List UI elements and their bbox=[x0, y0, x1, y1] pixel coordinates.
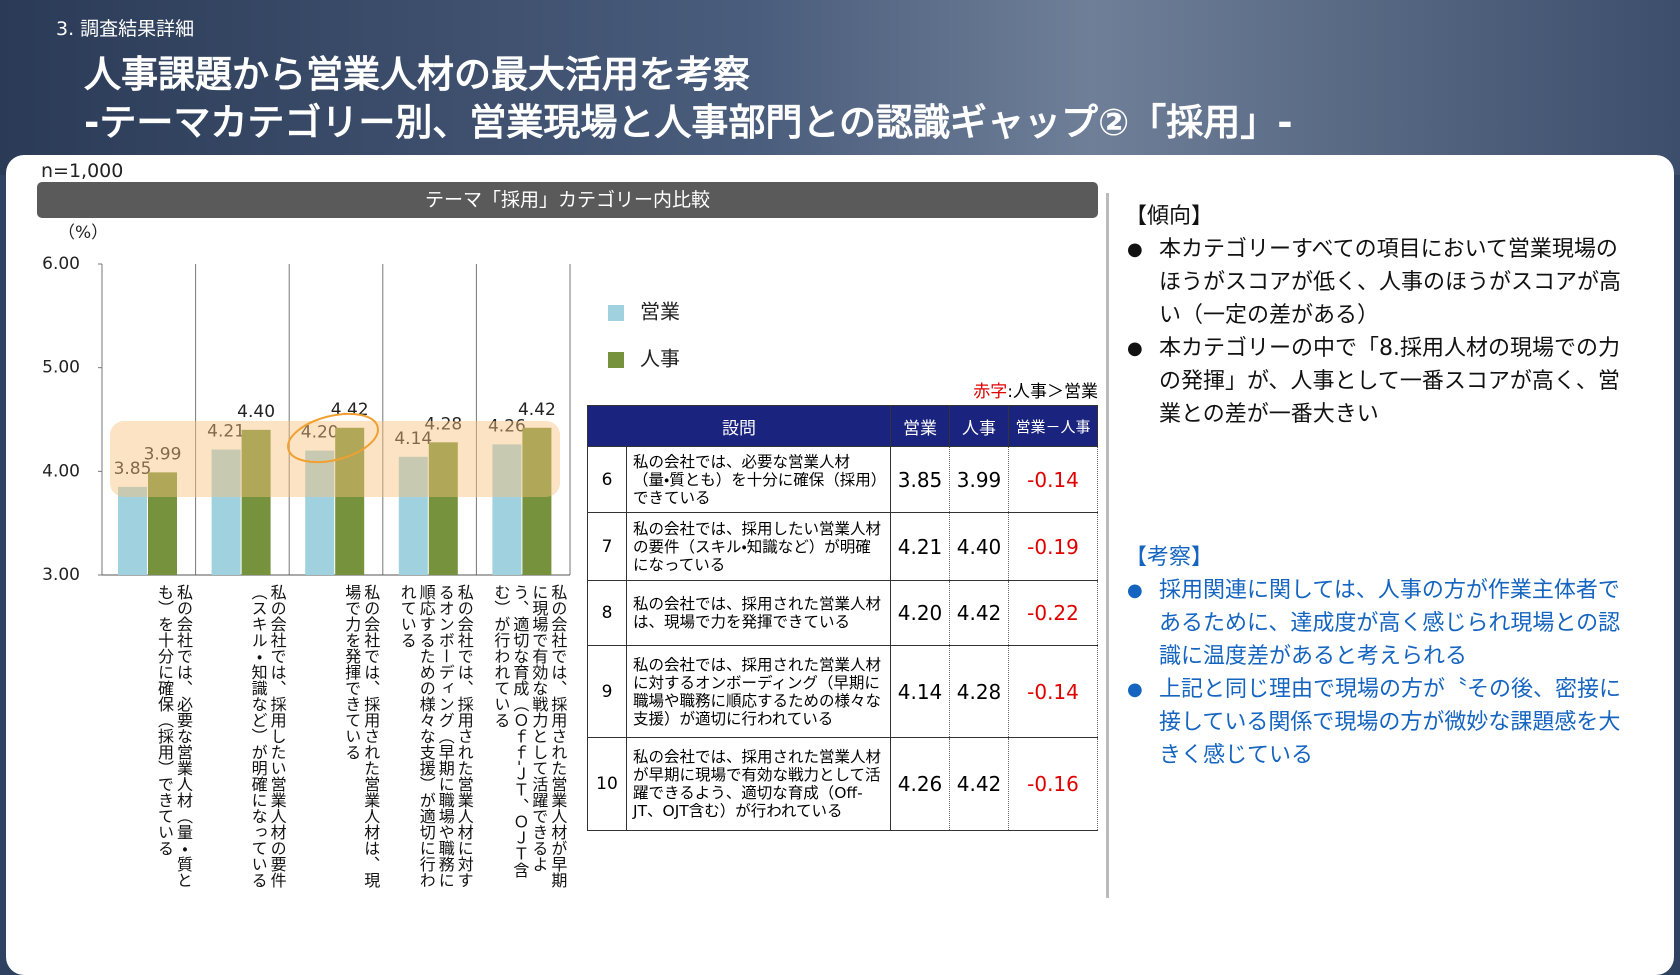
data-label: 4.14 bbox=[394, 429, 432, 449]
note-heading: 【傾向】 bbox=[1125, 204, 1214, 229]
data-label: 4.28 bbox=[424, 414, 462, 434]
bar bbox=[522, 427, 552, 575]
table-cell: 6 bbox=[587, 446, 627, 513]
y-tick-label: 4.00 bbox=[42, 461, 80, 481]
note-item: ● 採用関連に関しては、人事の方が作業主体者であるために、達成度が高く感じられ現場… bbox=[1125, 574, 1625, 673]
data-label: 3.99 bbox=[144, 444, 182, 464]
panel-title: テーマ「採用」カテゴリー内比較 bbox=[37, 182, 1098, 218]
legend-label: 人事 bbox=[640, 347, 680, 371]
header-cell: 人事 bbox=[949, 405, 1009, 447]
note-item: ● 本カテゴリーすべての項目において営業現場のほうがスコアが低く、人事のほうがスコ… bbox=[1125, 233, 1625, 332]
table-cell: 8 bbox=[587, 580, 627, 646]
note-text: 本カテゴリーの中で「8.採用人材の現場での力の発揮」が、人事として一番スコアが高… bbox=[1159, 336, 1620, 427]
chart: （%） 3.00 4.00 5.00 6.00 3.853.99 4.214.40 4.20… bbox=[42, 223, 680, 585]
header-cell: 営業－人事 bbox=[1008, 405, 1098, 447]
y-tick-label: 3.00 bbox=[42, 565, 80, 585]
highlight-ellipse bbox=[287, 412, 379, 464]
category-label: 私の会社では、必要な営業人材（量・質とも）を十分に確保（採用）できている bbox=[155, 584, 193, 888]
bar bbox=[428, 442, 458, 575]
table-note: 赤字:人事＞営業 bbox=[957, 377, 1098, 402]
table-cell: 4.42 bbox=[949, 580, 1009, 646]
category-label: 私の会社では、採用したい営業人材の要件（スキル・知識など）が明確になっている bbox=[248, 584, 287, 888]
bullet: ● bbox=[1127, 580, 1143, 601]
y-tick-label: 5.00 bbox=[42, 358, 80, 378]
table-cell: 4.40 bbox=[949, 512, 1009, 581]
note-text: 上記と同じ理由で現場の方が〝その後、密接に接している関係で現場の方が微妙な課題感… bbox=[1159, 677, 1622, 768]
legend-label: 営業 bbox=[640, 300, 680, 324]
data-label: 4.26 bbox=[488, 416, 526, 436]
table-cell: 3.99 bbox=[949, 446, 1009, 513]
note-rest: :人事＞営業 bbox=[1007, 382, 1098, 402]
question-table: 設問 営業 人事 営業－人事 6 私の会社では、必要な営業人材（量・質とも）を十分に確保（… bbox=[587, 405, 1098, 831]
category-label: 私の会社では、採用された営業人材は、現場で力を発揮できている bbox=[342, 584, 381, 888]
bullet: ● bbox=[1127, 239, 1143, 260]
table-cell: 私の会社では、採用された営業人材は、現場で力を発揮できている bbox=[626, 580, 891, 646]
table-cell: 3.85 bbox=[890, 446, 950, 513]
table-cell: 10 bbox=[587, 737, 627, 831]
table-cell: -0.16 bbox=[1008, 737, 1098, 831]
table-cell: 私の会社では、採用された営業人材が早期に現場で有効な戦力として活躍できるよう、適… bbox=[626, 737, 891, 831]
table-row: 7 私の会社では、採用したい営業人材の要件（スキル・知識など）が明確になっている 4… bbox=[587, 512, 1098, 581]
data-label: 4.21 bbox=[207, 422, 245, 442]
note-red: 赤字 bbox=[973, 382, 1008, 402]
sample-size: n=1,000 bbox=[41, 160, 124, 182]
bar bbox=[305, 450, 335, 575]
table-cell: 私の会社では、必要な営業人材（量・質とも）を十分に確保（採用）できている bbox=[626, 446, 891, 513]
y-axis-unit: （%） bbox=[58, 223, 108, 243]
header-background bbox=[0, 0, 1680, 175]
section-label: 3. 調査結果詳細 bbox=[56, 18, 195, 40]
note-item: ● 本カテゴリーの中で「8.採用人材の現場での力の発揮」が、人事として一番スコアが… bbox=[1125, 332, 1625, 431]
table-cell: 9 bbox=[587, 645, 627, 738]
table-cell: 4.20 bbox=[890, 580, 950, 646]
note-item: ● 上記と同じ理由で現場の方が〝その後、密接に接している関係で現場の方が微妙な課題… bbox=[1125, 673, 1625, 772]
data-label: 4.40 bbox=[237, 402, 275, 422]
table-row: 9 私の会社では、採用された営業人材に対するオンボーディング（早期に職場や職務に順… bbox=[587, 645, 1098, 738]
table-cell: 私の会社では、採用したい営業人材の要件（スキル・知識など）が明確になっている bbox=[626, 512, 891, 581]
table-cell: -0.14 bbox=[1008, 446, 1098, 513]
bullet: ● bbox=[1127, 338, 1143, 359]
bar bbox=[492, 444, 522, 575]
table-cell: 4.28 bbox=[949, 645, 1009, 738]
title: -テーマカテゴリー別、営業現場と人事部門との認識ギャップ②「採用」- bbox=[84, 101, 1293, 144]
table-row: 6 私の会社では、必要な営業人材（量・質とも）を十分に確保（採用）できている 3.8… bbox=[587, 446, 1098, 513]
table-cell: 4.26 bbox=[890, 737, 950, 831]
table-cell: -0.19 bbox=[1008, 512, 1098, 581]
title: 人事課題から営業人材の最大活用を考察 bbox=[84, 53, 750, 96]
data-label: 4.42 bbox=[331, 400, 369, 420]
bullet: ● bbox=[1127, 679, 1143, 700]
y-tick-label: 6.00 bbox=[42, 254, 80, 274]
table-cell: -0.22 bbox=[1008, 580, 1098, 646]
note-heading: 【考察】 bbox=[1125, 545, 1214, 570]
data-label: 3.85 bbox=[114, 459, 152, 479]
table-cell: 4.21 bbox=[890, 512, 950, 581]
note-text: 採用関連に関しては、人事の方が作業主体者であるために、達成度が高く感じられ現場と… bbox=[1159, 578, 1621, 669]
table-row: 10 私の会社では、採用された営業人材が早期に現場で有効な戦力として活躍できるよう… bbox=[587, 737, 1098, 831]
divider bbox=[1106, 193, 1109, 898]
category-label: 私の会社では、採用された営業人材が早期に現場で有効な戦力として活躍できるよう、適… bbox=[491, 584, 568, 888]
bar bbox=[241, 429, 271, 575]
bar bbox=[211, 449, 241, 575]
legend-swatch bbox=[608, 352, 624, 368]
table-header-row: 設問 営業 人事 営業－人事 bbox=[587, 405, 1098, 447]
table-cell: 4.42 bbox=[949, 737, 1009, 831]
table-cell: 4.14 bbox=[890, 645, 950, 738]
bar bbox=[148, 472, 177, 575]
table-cell: 私の会社では、採用された営業人材に対するオンボーディング（早期に職場や職務に順応… bbox=[626, 645, 891, 738]
data-label: 4.42 bbox=[518, 400, 556, 420]
note-text: 本カテゴリーすべての項目において営業現場のほうがスコアが低く、人事のほうがスコア… bbox=[1159, 237, 1622, 328]
header-cell: 設問 bbox=[587, 405, 891, 447]
note-block: 【考察】 ● 採用関連に関しては、人事の方が作業主体者であるために、達成度が高く感じ… bbox=[1125, 541, 1625, 772]
table-cell: -0.14 bbox=[1008, 645, 1098, 738]
note-block: 【傾向】 ● 本カテゴリーすべての項目において営業現場のほうがスコアが低く、人事のほ… bbox=[1125, 200, 1625, 431]
category-label: 私の会社では、採用された営業人材に対するオンボーディング（早期に職場や職務に順応… bbox=[397, 584, 474, 888]
table-row: 8 私の会社では、採用された営業人材は、現場で力を発揮できている 4.20 4.42-… bbox=[587, 580, 1098, 646]
header-cell: 営業 bbox=[890, 405, 950, 447]
bar bbox=[398, 456, 428, 575]
table-cell: 7 bbox=[587, 512, 627, 581]
highlight-band bbox=[110, 421, 560, 497]
bar bbox=[118, 486, 147, 575]
data-label: 4.20 bbox=[301, 423, 339, 443]
legend-swatch bbox=[608, 305, 624, 321]
